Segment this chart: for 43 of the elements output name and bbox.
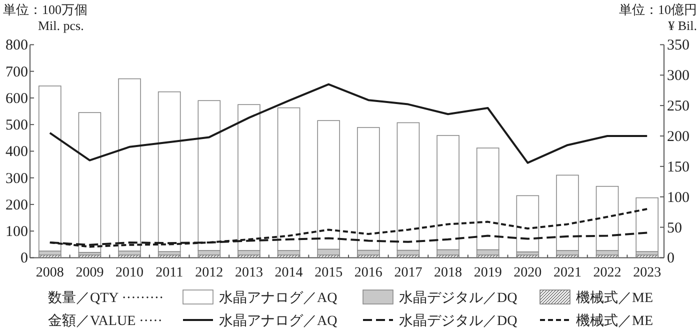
y2-tick-label: 300 — [667, 68, 690, 84]
x-tick-label: 2014 — [274, 266, 303, 281]
legend-label: 水晶デジタル／DQ — [399, 290, 518, 306]
y2-tick-label: 200 — [667, 128, 690, 145]
y-axis-title: 単位：100万個 Mil. pcs. — [3, 2, 88, 33]
x-tick-label: 2023 — [633, 266, 662, 281]
legend-label: 水晶デジタル／DQ — [399, 313, 518, 328]
x-tick-label: 2018 — [434, 266, 462, 281]
y-tick-label: 500 — [6, 118, 28, 134]
x-tick-label: 2015 — [314, 266, 343, 281]
x-tick-label: 2009 — [76, 266, 104, 281]
y-tick-label: 100 — [6, 224, 28, 240]
x-tick-label: 2016 — [354, 266, 382, 281]
x-tick-label: 2011 — [156, 266, 184, 281]
y2-axis-title: 単位：10億円 ¥ Bil. — [619, 2, 697, 33]
y2-tick-label: 350 — [667, 38, 690, 54]
y-tick-label: 600 — [6, 90, 28, 107]
x-tick-label: 2020 — [514, 266, 542, 281]
y-tick-label: 700 — [6, 64, 28, 80]
y-tick-label: 0 — [20, 250, 28, 267]
text: 数量／QTY ········· — [48, 290, 164, 306]
y2-tick-label: 150 — [667, 159, 690, 176]
x-tick-label: 2022 — [593, 266, 622, 281]
legend-label: 機械式／ME — [576, 290, 653, 306]
x-tick-label: 2013 — [234, 266, 263, 281]
legend-label: 水晶アナログ／AQ — [219, 313, 338, 328]
y2-tick-label: 100 — [667, 190, 690, 206]
y2-tick-label: 50 — [667, 220, 682, 236]
text: 金額／VALUE ····· — [48, 313, 162, 328]
x-tick-label: 2021 — [553, 266, 582, 281]
x-tick-label: 2012 — [195, 266, 224, 281]
legend-label: 水晶アナログ／AQ — [219, 290, 338, 306]
legend-label: 機械式／ME — [576, 313, 653, 328]
y2-tick-label: 250 — [667, 98, 690, 115]
y-tick-label: 200 — [6, 197, 28, 214]
y-tick-label: 800 — [6, 38, 28, 54]
x-tick-label: 2008 — [36, 266, 64, 281]
x-tick-label: 2019 — [474, 266, 502, 281]
x-tick-label: 2017 — [394, 266, 422, 281]
y2-tick-label: 0 — [667, 250, 674, 267]
y-tick-label: 400 — [6, 144, 28, 160]
y-tick-label: 300 — [6, 170, 28, 187]
x-tick-label: 2010 — [116, 266, 144, 281]
